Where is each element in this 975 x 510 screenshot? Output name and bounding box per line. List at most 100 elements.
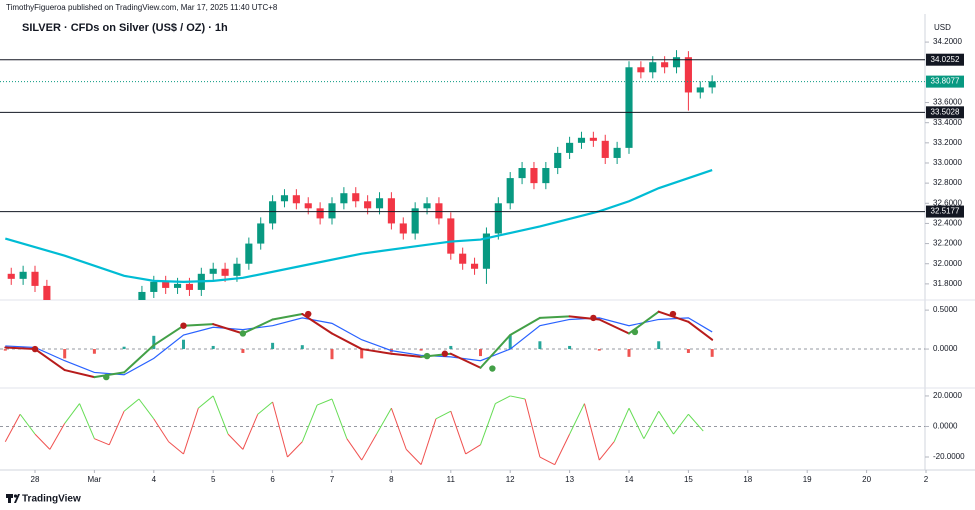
oscillator-segment — [301, 404, 318, 442]
cross-dot — [590, 314, 597, 322]
cross-dot — [239, 330, 247, 337]
macd-segment — [390, 352, 423, 358]
oscillator-segment — [569, 403, 585, 435]
oscillator-segment — [94, 438, 110, 446]
oscillator-segment — [272, 401, 288, 458]
candle-body — [185, 283, 194, 290]
oscillator-segment — [420, 418, 437, 465]
candle-body — [340, 193, 348, 204]
macd-segment — [687, 320, 714, 341]
candle-body — [672, 57, 681, 68]
pane — [0, 395, 925, 466]
histogram-bar — [3, 349, 7, 351]
y-tick-label: 33.4000 — [933, 118, 962, 127]
candle-body — [625, 67, 633, 148]
cross-dot — [423, 352, 431, 360]
level-label-box — [926, 205, 964, 218]
y-tick-label: 0.0000 — [933, 422, 958, 431]
oscillator-segment — [242, 414, 259, 450]
candle-body — [589, 137, 597, 141]
x-tick-label: 7 — [330, 475, 335, 484]
candle-body — [316, 208, 324, 219]
chart-title: SILVER · CFDs on Silver (US$ / OZ) · 1h — [22, 22, 228, 34]
candle-body — [649, 62, 657, 73]
x-tick-label: 18 — [743, 475, 752, 484]
candle-body — [518, 168, 526, 179]
oscillator-segment — [316, 398, 333, 406]
x-tick-label: 2 — [924, 475, 929, 484]
level-label: 32.5177 — [931, 207, 960, 216]
oscillator-segment — [658, 410, 674, 435]
x-tick-label: 6 — [270, 475, 275, 484]
macd-segment — [241, 318, 274, 335]
y-tick-label: 0.5000 — [933, 305, 958, 314]
candle-body — [292, 195, 300, 204]
candle-body — [566, 142, 574, 153]
y-tick-label: -20.0000 — [933, 452, 965, 461]
y-tick-label: 33.6000 — [933, 98, 962, 107]
candle-body — [221, 268, 229, 276]
histogram-bar — [419, 349, 423, 351]
macd-segment — [301, 313, 333, 335]
signal-line — [5, 317, 713, 376]
candle-body — [601, 140, 609, 158]
y-tick-label: 32.8000 — [933, 178, 962, 187]
candle-body — [637, 67, 645, 73]
candle-body — [459, 253, 467, 264]
oscillator-segment — [643, 410, 660, 439]
histogram-bar — [449, 345, 453, 350]
y-tick-label: 34.2000 — [933, 37, 962, 46]
candle-body — [352, 193, 360, 202]
oscillator-segment — [227, 433, 244, 450]
pane — [0, 310, 925, 381]
currency: USD — [934, 23, 951, 32]
candle-body — [387, 198, 395, 224]
candle-body — [328, 203, 336, 219]
candle-body — [554, 152, 562, 169]
candle-body — [613, 147, 621, 158]
candle-body — [470, 263, 479, 269]
oscillator-segment — [465, 444, 481, 455]
macd-segment — [538, 315, 571, 319]
candle-body — [494, 203, 502, 234]
oscillator-segment — [539, 456, 555, 466]
histogram-bar — [508, 335, 512, 350]
oscillator-segment — [212, 395, 229, 435]
pane — [4, 50, 716, 300]
histogram-bar — [686, 349, 690, 353]
histogram-bar — [657, 341, 661, 350]
candle-body — [7, 273, 15, 279]
candle-body — [696, 87, 704, 93]
x-tick-label: Mar — [88, 475, 102, 484]
oscillator-segment — [287, 441, 303, 458]
candle-body — [150, 281, 158, 292]
cross-dot — [631, 328, 639, 336]
x-tick-label: 4 — [152, 475, 157, 484]
macd-segment — [182, 323, 215, 327]
y-tick-label: 32.2000 — [933, 239, 962, 248]
candle-body — [684, 57, 692, 93]
brand: TradingView — [22, 494, 81, 505]
macd-segment — [331, 332, 363, 351]
histogram-bar — [627, 349, 631, 357]
candle-body — [233, 263, 241, 276]
oscillator-segment — [688, 413, 704, 432]
oscillator-segment — [673, 413, 689, 435]
histogram-bar — [568, 345, 572, 350]
candle-body — [173, 283, 182, 288]
candle-body — [530, 168, 538, 184]
oscillator-segment — [583, 403, 600, 461]
candle-body — [304, 203, 312, 209]
macd-segment — [449, 352, 482, 369]
last-price-label: 33.8077 — [931, 77, 960, 86]
candle-body — [542, 168, 550, 184]
oscillator-segment — [554, 433, 571, 465]
x-tick-label: 5 — [211, 475, 216, 484]
moving-average — [4, 168, 713, 283]
y-tick-label: 31.8000 — [933, 279, 962, 288]
candle-body — [447, 218, 455, 254]
candle-body — [399, 223, 407, 234]
candle-body — [43, 285, 51, 300]
x-tick-label: 13 — [565, 475, 574, 484]
